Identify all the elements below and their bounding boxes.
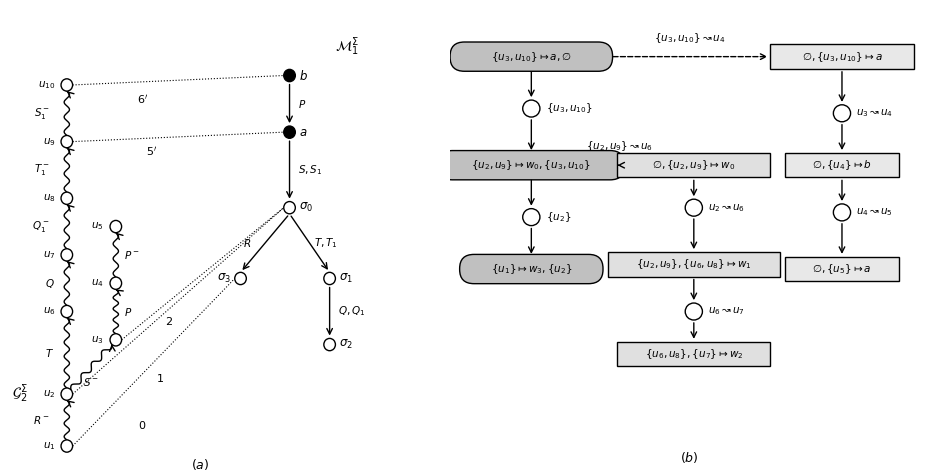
Text: $Q, Q_1$: $Q, Q_1$	[337, 304, 365, 319]
Circle shape	[284, 202, 295, 214]
Text: $6'$: $6'$	[137, 93, 148, 106]
Text: $\sigma_2$: $\sigma_2$	[339, 338, 353, 351]
Circle shape	[324, 338, 335, 351]
Text: $u_{9}$: $u_{9}$	[43, 136, 56, 147]
Text: $\{u_6,u_8\}, \{u_7\} \mapsto w_2$: $\{u_6,u_8\}, \{u_7\} \mapsto w_2$	[644, 347, 743, 361]
FancyBboxPatch shape	[459, 254, 603, 284]
Text: $u_6 \rightsquigarrow u_7$: $u_6 \rightsquigarrow u_7$	[707, 306, 744, 317]
Text: $P$: $P$	[298, 98, 306, 110]
Text: $P$: $P$	[123, 305, 132, 318]
Text: $u_{1}$: $u_{1}$	[43, 440, 56, 452]
Text: $\emptyset, \{u_4\} \mapsto b$: $\emptyset, \{u_4\} \mapsto b$	[811, 158, 871, 172]
Text: $u_{10}$: $u_{10}$	[38, 79, 56, 91]
Circle shape	[522, 100, 540, 117]
Circle shape	[61, 388, 72, 400]
Text: $S_1^-$: $S_1^-$	[33, 106, 50, 121]
Text: $u_{2}$: $u_{2}$	[44, 388, 56, 400]
Circle shape	[61, 440, 72, 452]
FancyBboxPatch shape	[607, 252, 779, 277]
Text: $\sigma_3$: $\sigma_3$	[217, 272, 231, 285]
Text: $u_4 \rightsquigarrow u_5$: $u_4 \rightsquigarrow u_5$	[856, 207, 892, 218]
Text: $R^-$: $R^-$	[33, 414, 50, 426]
Text: $u_{6}$: $u_{6}$	[43, 306, 56, 317]
Text: $u_2 \rightsquigarrow u_6$: $u_2 \rightsquigarrow u_6$	[707, 202, 744, 213]
Circle shape	[110, 334, 121, 346]
Text: $1$: $1$	[157, 371, 164, 384]
Text: $P^-$: $P^-$	[123, 249, 139, 261]
Text: $R$: $R$	[243, 237, 251, 249]
Text: $a$: $a$	[299, 126, 308, 139]
Text: $S^-$: $S^-$	[83, 377, 99, 388]
Text: $\emptyset, \{u_5\} \mapsto a$: $\emptyset, \{u_5\} \mapsto a$	[811, 262, 870, 276]
Circle shape	[235, 272, 246, 285]
Text: $u_{7}$: $u_{7}$	[43, 249, 56, 261]
Text: $\{u_2,u_9\}, \{u_6,u_8\} \mapsto w_1$: $\{u_2,u_9\}, \{u_6,u_8\} \mapsto w_1$	[635, 257, 751, 271]
FancyBboxPatch shape	[769, 44, 913, 69]
Circle shape	[61, 135, 72, 148]
FancyBboxPatch shape	[784, 153, 898, 177]
FancyBboxPatch shape	[450, 42, 612, 71]
FancyBboxPatch shape	[784, 257, 898, 281]
Text: $\{u_2, u_9\} \mapsto w_0, \{u_3, u_{10}\}$: $\{u_2, u_9\} \mapsto w_0, \{u_3, u_{10}…	[471, 158, 590, 172]
FancyBboxPatch shape	[616, 153, 769, 177]
Text: $\sigma_1$: $\sigma_1$	[339, 272, 353, 285]
Text: $0$: $0$	[138, 419, 146, 431]
Text: $Q_1^-$: $Q_1^-$	[32, 219, 50, 234]
Text: $2$: $2$	[165, 315, 173, 327]
Text: $\{u_2\}$: $\{u_2\}$	[545, 210, 570, 224]
FancyBboxPatch shape	[438, 151, 624, 180]
Text: $T, T_1$: $T, T_1$	[313, 236, 337, 250]
Text: $T_1^-$: $T_1^-$	[34, 162, 50, 177]
Text: $b$: $b$	[299, 68, 308, 83]
Text: $u_{8}$: $u_{8}$	[43, 193, 56, 204]
Circle shape	[684, 303, 702, 320]
Text: $\emptyset, \{u_2, u_9\} \mapsto w_0$: $\emptyset, \{u_2, u_9\} \mapsto w_0$	[652, 158, 734, 172]
Circle shape	[61, 305, 72, 318]
Circle shape	[110, 277, 121, 289]
Circle shape	[324, 272, 335, 285]
FancyBboxPatch shape	[616, 342, 769, 366]
Circle shape	[61, 249, 72, 261]
Text: $u_{5}$: $u_{5}$	[91, 220, 103, 232]
Text: $\sigma_0$: $\sigma_0$	[299, 201, 313, 214]
Text: $\{u_3, u_{10}\} \rightsquigarrow u_4$: $\{u_3, u_{10}\} \rightsquigarrow u_4$	[654, 31, 725, 45]
Text: $\{u_3, u_{10}\}$: $\{u_3, u_{10}\}$	[545, 101, 591, 116]
Text: $S, S_1$: $S, S_1$	[298, 163, 322, 177]
Text: $\emptyset, \{u_3, u_{10}\} \mapsto a$: $\emptyset, \{u_3, u_{10}\} \mapsto a$	[801, 50, 882, 64]
Circle shape	[61, 79, 72, 91]
Text: $\{u_1\} \mapsto w_3, \{u_2\}$: $\{u_1\} \mapsto w_3, \{u_2\}$	[490, 262, 571, 276]
Text: $\{u_3, u_{10}\} \mapsto a, \emptyset$: $\{u_3, u_{10}\} \mapsto a, \emptyset$	[490, 50, 571, 64]
Text: $u_{3}$: $u_{3}$	[91, 334, 103, 346]
Circle shape	[832, 204, 850, 221]
Circle shape	[832, 105, 850, 122]
Text: $\mathcal{G}_2^\Sigma$: $\mathcal{G}_2^\Sigma$	[12, 383, 28, 405]
Text: $\mathcal{M}_1^\Sigma$: $\mathcal{M}_1^\Sigma$	[336, 36, 359, 59]
Text: $5'$: $5'$	[146, 144, 157, 158]
Circle shape	[522, 209, 540, 226]
Circle shape	[284, 126, 295, 138]
Text: $\{u_2, u_9\} \rightsquigarrow u_6$: $\{u_2, u_9\} \rightsquigarrow u_6$	[586, 139, 653, 153]
Circle shape	[61, 192, 72, 204]
Text: $u_{4}$: $u_{4}$	[91, 277, 103, 289]
Text: $Q$: $Q$	[44, 277, 55, 290]
Text: $(a)$: $(a)$	[191, 457, 210, 472]
Text: $T$: $T$	[45, 347, 55, 359]
Text: $(b)$: $(b)$	[679, 450, 698, 465]
Text: $u_3 \rightsquigarrow u_4$: $u_3 \rightsquigarrow u_4$	[856, 108, 893, 119]
Circle shape	[684, 199, 702, 216]
Circle shape	[110, 220, 121, 233]
Circle shape	[284, 69, 295, 82]
